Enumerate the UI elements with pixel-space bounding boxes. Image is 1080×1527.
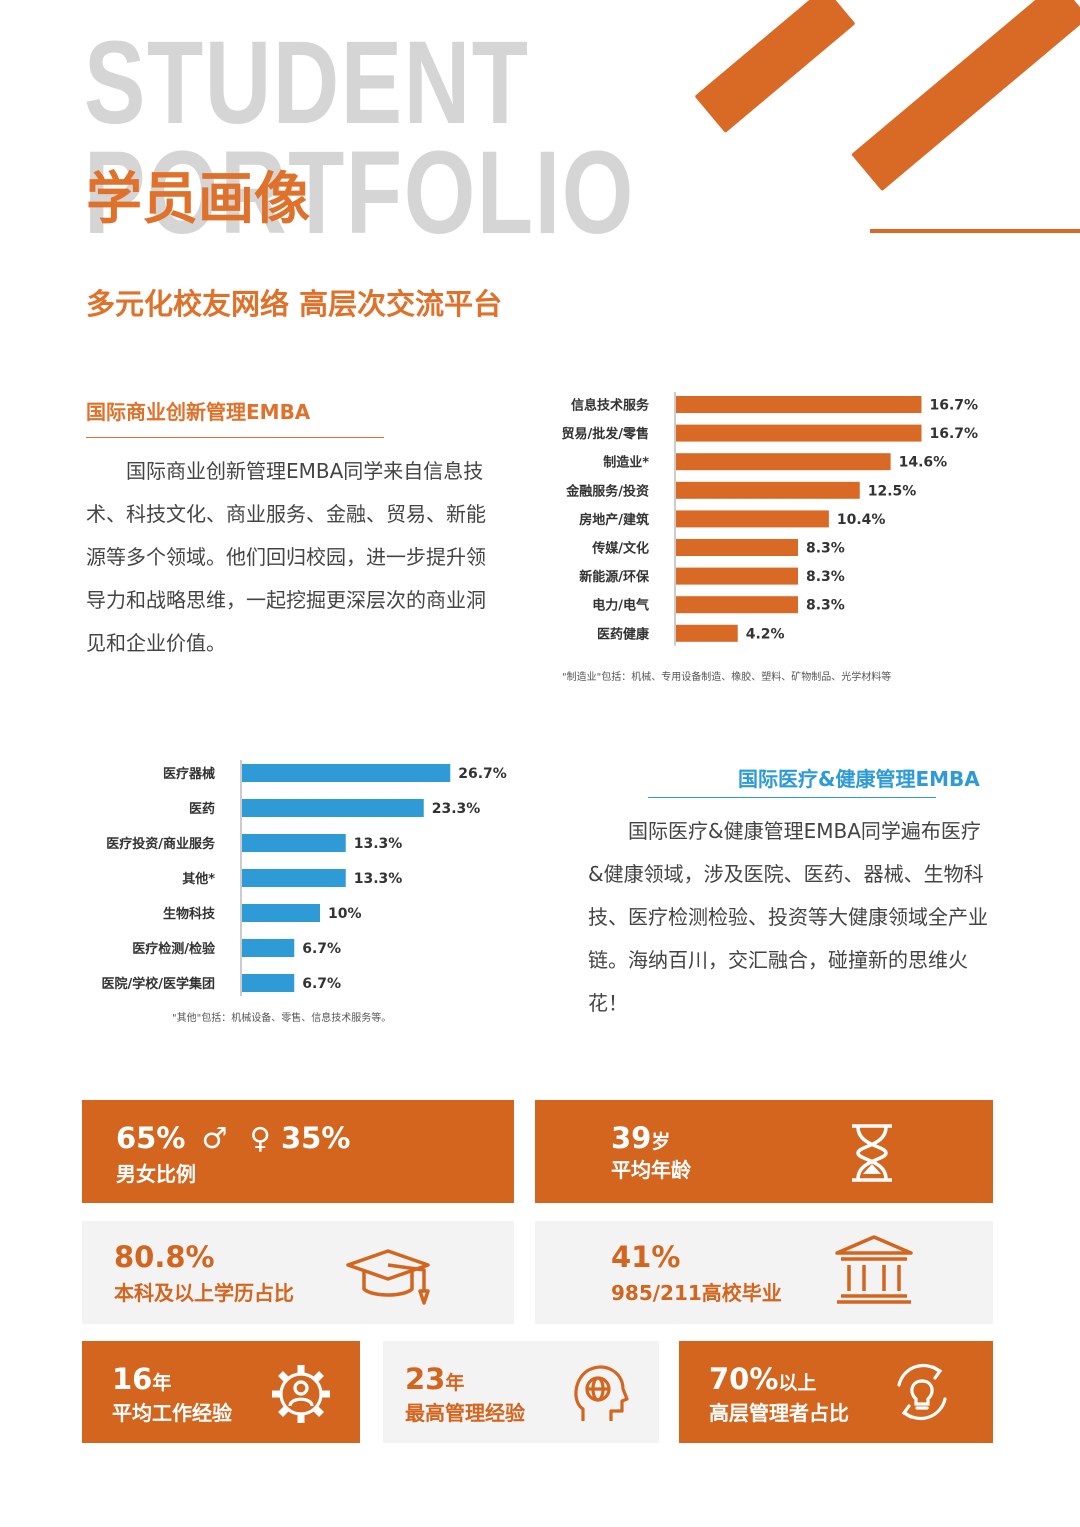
deco-stripe-2 [851,0,1080,192]
bar-category-label: 房地产/建筑 [579,512,649,528]
deco-line [870,229,1080,233]
cycle-lightbulb-icon [897,1363,947,1421]
chart-industry-emba1: 信息技术服务 16.7% 贸易/批发/零售 16.7% 制造业* 14.6% 金融服务/投资… [562,392,978,646]
bar-category-label: 医疗器械 [163,766,215,782]
tile-senior-managers: 70%以上 高层管理者占比 [679,1341,993,1443]
bar-value-label: 26.7% [458,766,507,782]
bar [676,453,891,471]
bar-category-label: 医药 [189,801,215,817]
bar [676,567,799,585]
bar [242,974,295,992]
bar [676,396,922,413]
bar [676,624,738,642]
female-icon: ♀ [249,1121,271,1155]
bar-category-label: 其他* [182,871,215,887]
bar-value-label: 4.2% [746,626,785,642]
bar [676,596,799,614]
emba2-paragraph: 国际医疗&健康管理EMBA同学遍布医疗&健康领域，涉及医院、医药、器械、生物科技… [588,819,988,1015]
work-label: 平均工作经验 [112,1401,232,1425]
university-label: 985/211高校毕业 [611,1281,782,1305]
bar-category-label: 传媒/文化 [591,541,649,557]
bar-value-label: 23.3% [432,801,481,817]
emba1-paragraph: 国际商业创新管理EMBA同学来自信息技术、科技文化、商业服务、金融、贸易、新能源… [86,459,486,655]
bar [242,799,424,817]
bar-category-label: 医疗检测/检验 [132,941,216,957]
bar-value-label: 13.3% [354,871,403,887]
bar [242,939,295,957]
emba1-footnote: "制造业"包括：机械、专用设备制造、橡胶、塑料、矿物制品、光学材料等 [562,672,892,683]
bar-value-label: 6.7% [302,976,341,992]
bar-value-label: 10.4% [837,512,886,528]
bar-value-label: 8.3% [806,598,845,614]
bar-category-label: 贸易/批发/零售 [562,426,650,442]
work-value: 16 [112,1362,153,1396]
senior-label: 高层管理者占比 [709,1401,849,1425]
emba1-heading: 国际商业创新管理EMBA [86,400,311,424]
bar-value-label: 12.5% [868,483,917,499]
tile-degree: 80.8% 本科及以上学历占比 [82,1221,514,1324]
work-unit: 年 [152,1372,172,1394]
bar-category-label: 信息技术服务 [571,398,650,414]
bar [676,510,829,528]
emba2-footnote: "其他"包括：机械设备、零售、信息技术服务等。 [172,1013,392,1024]
bar-value-label: 8.3% [806,541,845,557]
age-label: 平均年龄 [611,1158,691,1182]
bar [676,539,799,556]
emba2-rule [648,797,936,798]
bg-title-student: STUDENT [84,17,530,149]
senior-value: 70% [709,1362,779,1396]
bar-value-label: 6.7% [302,941,341,957]
bg-title-portfolio: PORTFOLIO [84,127,635,259]
degree-value: 80.8% [114,1240,215,1274]
bar-value-label: 16.7% [929,398,978,414]
male-icon: ♂ [201,1121,228,1155]
male-percent: 65% [116,1121,186,1155]
tile-university: 41% 985/211高校毕业 [535,1221,993,1324]
tile-work-experience: 16年 平均工作经验 [82,1341,360,1443]
emba2-heading: 国际医疗&健康管理EMBA [738,767,980,791]
bar-category-label: 制造业* [603,455,649,471]
bar [676,481,860,499]
bar [242,764,451,782]
bar-category-label: 新能源/环保 [579,569,650,585]
gear-person-icon [272,1365,330,1423]
graduation-cap-icon [346,1249,430,1305]
tile-management-experience: 23年 最高管理经验 [383,1341,659,1443]
bar-value-label: 13.3% [354,836,403,852]
senior-unit: 以上 [778,1372,817,1394]
deco-stripe-1 [694,0,856,134]
bar [242,904,320,922]
bar [242,834,346,852]
bar [242,869,346,887]
bar-value-label: 16.7% [929,426,978,442]
page-subtitle: 多元化校友网络 高层次交流平台 [86,287,503,321]
mgmt-unit: 年 [445,1372,465,1394]
head-globe-icon [574,1365,629,1421]
mgmt-value: 23 [405,1362,446,1396]
age-unit: 岁 [651,1131,671,1153]
degree-label: 本科及以上学历占比 [114,1281,294,1305]
chart-industry-emba2: 医疗器械 26.7% 医药 23.3% 医疗投资/商业服务 13.3% 其他* 13.3% 生物… [102,760,507,996]
bar-category-label: 医药健康 [597,626,650,642]
bar-value-label: 8.3% [806,569,845,585]
bar-category-label: 生物科技 [163,906,216,922]
female-percent: 35% [281,1121,351,1155]
page-title: 学员画像 [86,167,310,232]
bar-category-label: 金融服务/投资 [565,483,649,499]
age-value: 39 [611,1121,652,1155]
hourglass-icon [852,1124,892,1182]
bar-category-label: 医疗投资/商业服务 [106,836,216,852]
tile-average-age: 39岁 平均年龄 [535,1100,993,1203]
bar [676,424,922,442]
bar-value-label: 14.6% [899,455,948,471]
tile-gender-ratio: 65% ♂ ♀ 35% 男女比例 [82,1100,514,1203]
gender-label: 男女比例 [116,1162,196,1186]
mgmt-label: 最高管理经验 [405,1401,525,1425]
university-value: 41% [611,1240,681,1274]
columns-building-icon [835,1235,913,1304]
emba1-rule [86,437,384,438]
bar-category-label: 电力/电气 [592,598,649,614]
bar-category-label: 医院/学校/医学集团 [102,976,216,992]
bar-value-label: 10% [328,906,362,922]
